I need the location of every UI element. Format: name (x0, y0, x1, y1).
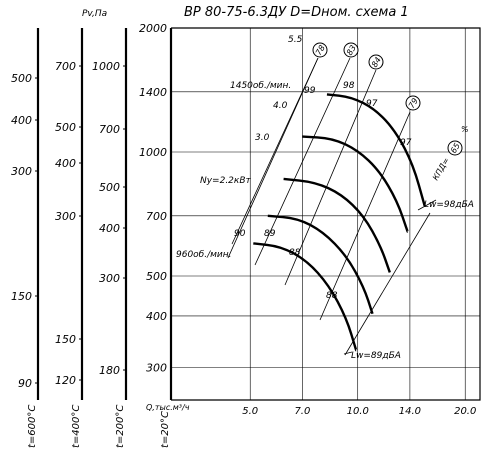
y-tick-label: 1000 (139, 146, 167, 159)
scale-tick-label: 300 (55, 210, 76, 223)
efficiency-ray (284, 69, 377, 286)
scale-tick-label: 400 (11, 114, 32, 127)
scale-tick-label: 120 (55, 374, 76, 387)
power-label-2-2: Ny=2.2кВт (200, 176, 252, 186)
efficiency-axis-label: КПД= (431, 156, 451, 182)
noise-label-98: Lw=98дБА (424, 200, 474, 210)
x-tick-label: 10.0 (347, 406, 369, 417)
noise-leader-98 (417, 199, 437, 211)
eff-circle-83: 83 (343, 42, 359, 58)
scale-tick-label: 500 (99, 181, 120, 194)
grid (171, 27, 480, 400)
noise-label-89: Lw=89дБА (351, 351, 401, 361)
power-label-5-5: 5.5 (288, 35, 303, 45)
scale-tick-label: 700 (55, 60, 76, 73)
power-label-3-0: 3.0 (255, 133, 270, 143)
scale-tick-label: 150 (55, 333, 76, 346)
eff-label-90: 90 (234, 229, 246, 239)
y-tick-label: 700 (146, 210, 167, 223)
scale-tick-label: 90 (18, 377, 32, 390)
x-axis-label: Q,тыс.м³/ч (146, 403, 190, 412)
speed-curve (267, 214, 374, 315)
scale-label-200: t=200°C (115, 405, 126, 448)
eff-label-97b: 97 (400, 138, 412, 148)
scale-tick-label: 500 (11, 72, 32, 85)
y-tick-label: 1400 (139, 86, 167, 99)
scale-tick-label: 400 (55, 157, 76, 170)
svg-text:65: 65 (449, 142, 462, 155)
scale-tick-label: 180 (99, 364, 120, 377)
svg-text:78: 78 (314, 44, 327, 57)
scale-tick-label: 700 (99, 123, 120, 136)
speed-curves (253, 93, 426, 351)
x-tick-label: 14.0 (399, 406, 421, 417)
scale-tick-label: 500 (55, 121, 76, 134)
x-tick-label: 7.0 (294, 406, 310, 417)
eff-label-99: 99 (304, 86, 316, 96)
speed-curve (283, 177, 391, 274)
eff-circle-79: 79 (405, 95, 421, 111)
efficiency-ray (319, 111, 411, 321)
y-axis-label: Pv,Па (82, 9, 107, 19)
efficiency-ray (254, 57, 351, 266)
eff-label-97a: 97 (366, 99, 378, 109)
speed-curve (326, 93, 426, 207)
eff-label-89: 89 (264, 229, 276, 239)
x-ticks: 5.0 7.0 10.0 14.0 20.0 (242, 406, 476, 417)
scale-tick-label: 300 (11, 165, 32, 178)
svg-text:79: 79 (407, 97, 420, 110)
efficiency-ray (344, 212, 431, 356)
eff-label-88a: 88 (289, 248, 301, 258)
eff-circle-78: 78 (312, 42, 328, 58)
speed-label-960: 960об./мин. (176, 250, 232, 260)
speed-label-1450: 1450об./мин. (230, 81, 291, 91)
scale-tick-label: 300 (99, 272, 120, 285)
speed-curve (253, 242, 358, 351)
y-tick-label: 2000 (139, 22, 167, 35)
scale-tick-label: 150 (11, 290, 32, 303)
chart-title: ВР 80-75-6.3ДУ D=Dном. схема 1 (184, 5, 409, 20)
scale-tick-label: 400 (99, 222, 120, 235)
x-tick-label: 5.0 (242, 406, 258, 417)
scale-label-400: t=400°C (71, 405, 82, 448)
percent-sign: % (461, 125, 469, 134)
scale-ticks: 500 400 300 150 90 700 500 400 300 150 120 1000 700 5… (11, 60, 126, 390)
scale-tick-label: 1000 (92, 60, 120, 73)
eff-circle-65: 65 (447, 140, 463, 156)
scale-label-20: t=20°C (160, 411, 171, 448)
y-tick-label: 500 (146, 270, 167, 283)
eff-label-98: 98 (343, 81, 355, 91)
y-ticks: 300 400 500 700 1000 1400 2000 (139, 22, 167, 374)
power-label-4-0: 4.0 (273, 101, 288, 111)
eff-circle-84: 84 (368, 54, 384, 70)
scale-label-600: t=600°C (27, 405, 38, 448)
y-tick-label: 300 (146, 361, 167, 374)
efficiency-boundary (231, 57, 319, 245)
eff-label-88b: 88 (326, 291, 338, 301)
x-tick-label: 20.0 (454, 406, 476, 417)
svg-text:84: 84 (370, 56, 383, 69)
efficiency-rays (227, 57, 437, 356)
noise-leader-89 (343, 351, 353, 355)
plot-frame (171, 27, 481, 401)
y-tick-label: 400 (146, 310, 167, 323)
svg-text:83: 83 (345, 44, 358, 57)
speed-curve (302, 135, 409, 233)
